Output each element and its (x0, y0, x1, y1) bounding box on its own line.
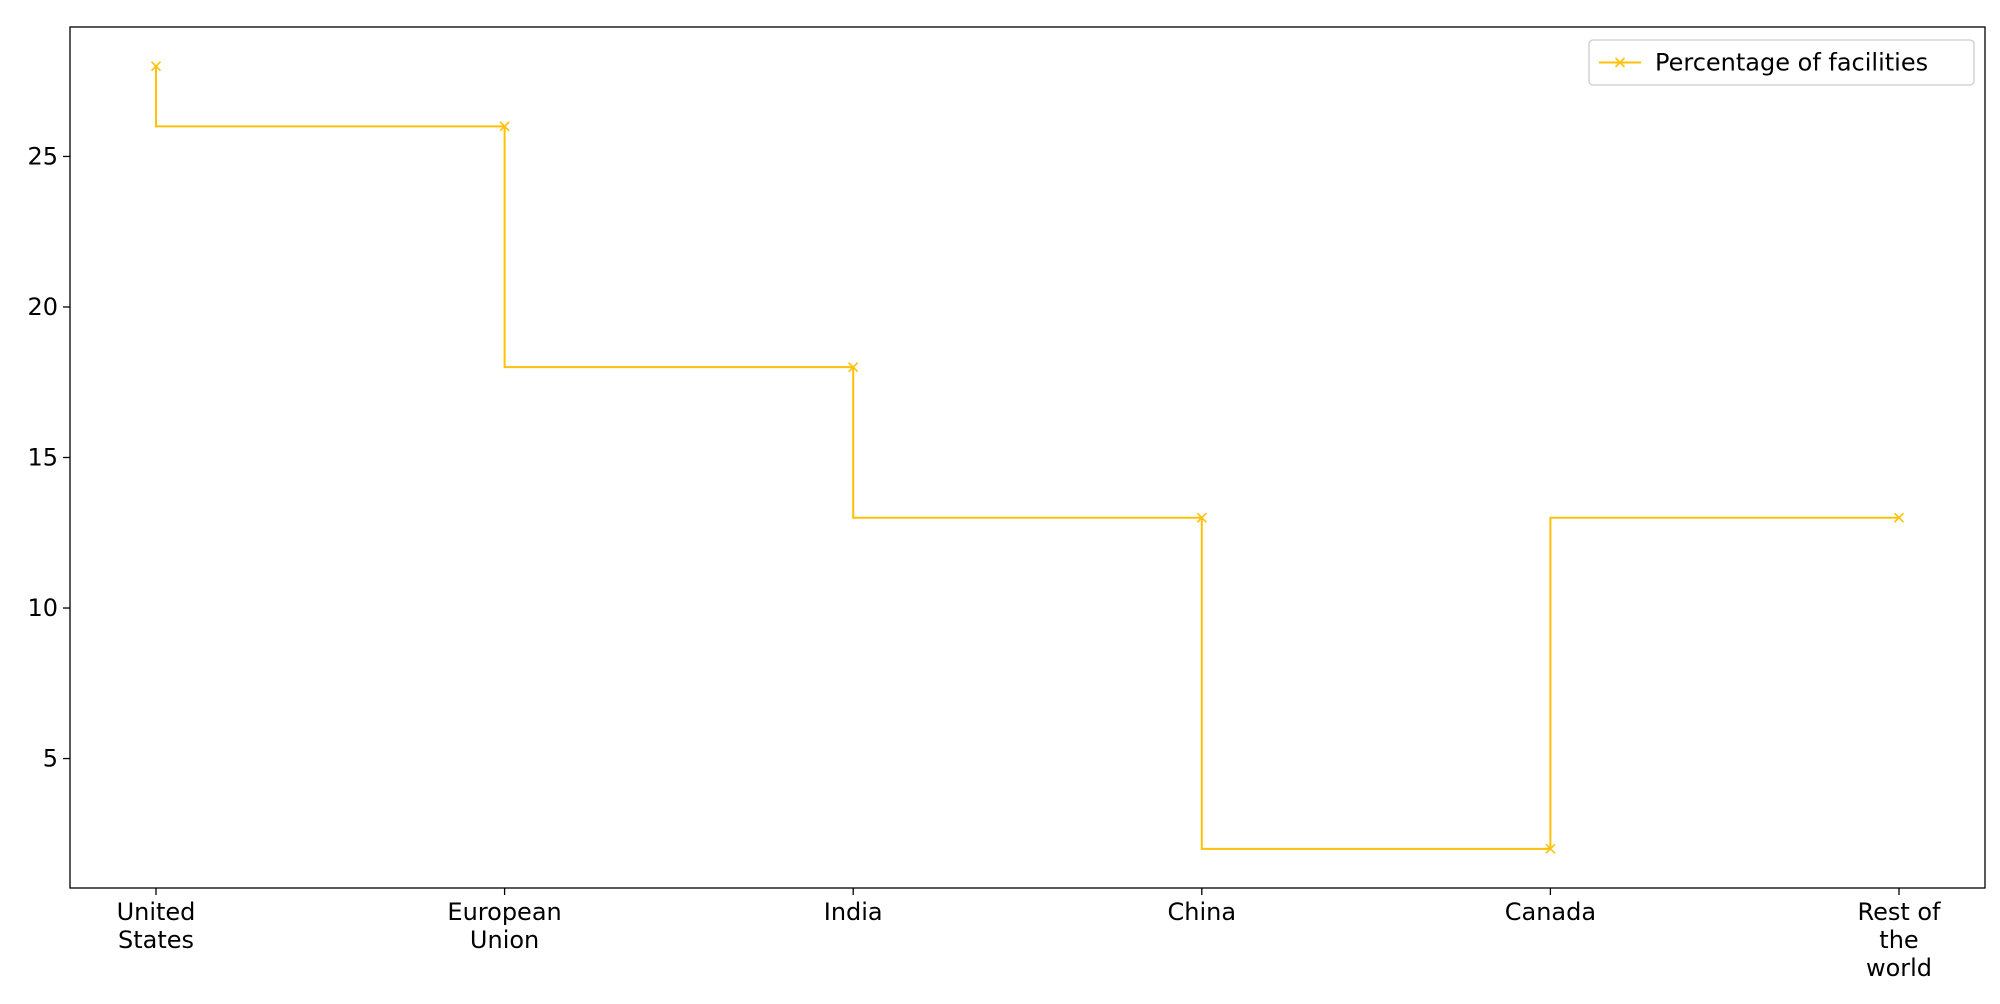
x-tick-label: Rest of the world (1857, 898, 1941, 982)
data-point-marker (1893, 512, 1905, 523)
series-step-line (155, 66, 1899, 850)
x-tick-label: Canada (1505, 898, 1596, 926)
data-point-marker (150, 61, 162, 72)
data-point-marker (1545, 843, 1556, 854)
x-tick-label: United States (117, 898, 196, 954)
x-axis: United States European Union India China Canad… (117, 888, 1941, 982)
x-tick-label: India (824, 898, 883, 926)
data-point-marker (1196, 512, 1207, 523)
data-point-marker (848, 362, 859, 373)
y-tick-label: 15 (27, 444, 58, 472)
y-tick-label: 5 (43, 745, 58, 773)
y-tick-label: 20 (27, 293, 58, 321)
legend-label: Percentage of facilities (1655, 49, 1928, 77)
data-point-marker (499, 121, 510, 132)
y-axis: 5 10 15 20 25 (27, 142, 70, 773)
x-tick-label: European Union (447, 898, 561, 954)
legend-box (1588, 39, 1975, 86)
plot-area-frame (69, 26, 1986, 889)
y-tick-label: 10 (27, 594, 58, 622)
series-layer (150, 61, 1905, 854)
legend: Percentage of facilities (1588, 39, 1975, 86)
y-tick-label: 25 (27, 142, 58, 170)
legend-marker-sample (1614, 57, 1626, 68)
x-tick-label: China (1168, 898, 1237, 926)
